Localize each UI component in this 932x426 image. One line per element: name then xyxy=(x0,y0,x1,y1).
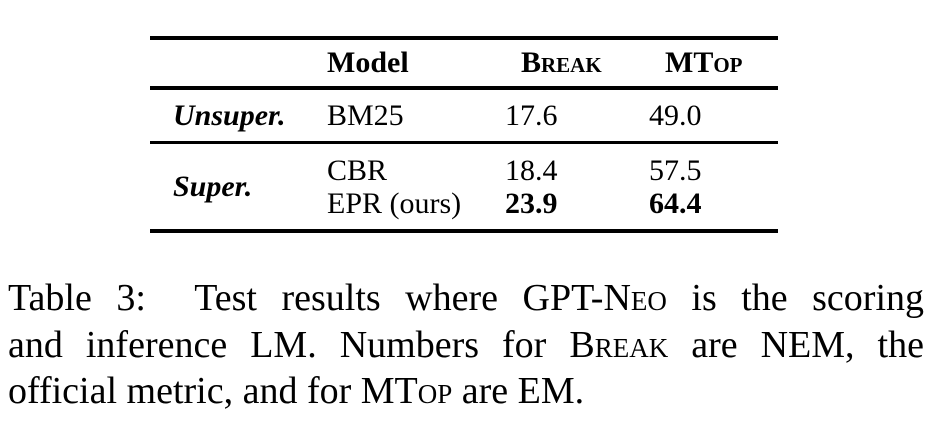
cell-epr-mtop: 64.4 xyxy=(649,186,702,220)
caption-smallcaps-term: GPT-Neo xyxy=(522,277,667,319)
caption-smallcaps-term: Break xyxy=(569,323,669,366)
caption-text: is the scoring xyxy=(666,277,925,319)
table-mid-rule xyxy=(150,141,778,144)
table-header-row: Model Break MTop xyxy=(150,40,778,86)
caption-text: Table 3: Test results where xyxy=(8,277,523,319)
cell-super-break: 18.4 23.9 xyxy=(505,154,649,220)
cell-unsuper-mtop: 49.0 xyxy=(649,98,702,132)
caption-line: official metric, and for MTop are EM. xyxy=(8,368,924,415)
cell-unsuper-model: BM25 xyxy=(327,98,404,132)
table-row-unsupervised: Unsuper. BM25 17.6 49.0 xyxy=(150,90,778,141)
cell-unsuper-group: Unsuper. xyxy=(173,98,286,132)
caption-text: and inference LM. Numbers for xyxy=(8,323,570,366)
cell-epr-model: EPR (ours) xyxy=(327,186,462,220)
table-section-supervised: Super. CBR EPR (ours) 18.4 23.9 57.5 64.… xyxy=(150,144,778,229)
caption-line: and inference LM. Numbers for Break are … xyxy=(8,322,924,369)
cell-unsuper-break: 17.6 xyxy=(505,98,558,132)
table-header-rule xyxy=(150,86,778,90)
caption-line: Table 3: Test results where GPT-Neo is t… xyxy=(8,275,924,322)
results-table: Model Break MTop Unsuper. BM25 17.6 49.0… xyxy=(150,36,778,233)
table-toprule xyxy=(150,36,778,40)
cell-super-mtop: 57.5 64.4 xyxy=(649,154,778,220)
header-cell-model: Model xyxy=(327,46,409,79)
caption-smallcaps-term: MTop xyxy=(360,370,453,412)
header-cell-break: Break xyxy=(521,46,602,79)
cell-cbr-model: CBR xyxy=(327,153,388,187)
cell-super-group: Super. xyxy=(173,169,253,203)
table-caption: Table 3: Test results where GPT-Neo is t… xyxy=(8,275,924,415)
caption-text: are EM. xyxy=(452,370,585,412)
caption-text: are NEM, the xyxy=(668,323,924,366)
table-bottomrule xyxy=(150,229,778,233)
cell-cbr-break: 18.4 xyxy=(505,153,558,187)
cell-cbr-mtop: 57.5 xyxy=(649,153,702,187)
header-cell-mtop: MTop xyxy=(665,46,743,79)
cell-super-models: CBR EPR (ours) xyxy=(327,154,505,220)
caption-text: official metric, and for xyxy=(8,370,361,412)
cell-epr-break: 23.9 xyxy=(505,186,558,220)
